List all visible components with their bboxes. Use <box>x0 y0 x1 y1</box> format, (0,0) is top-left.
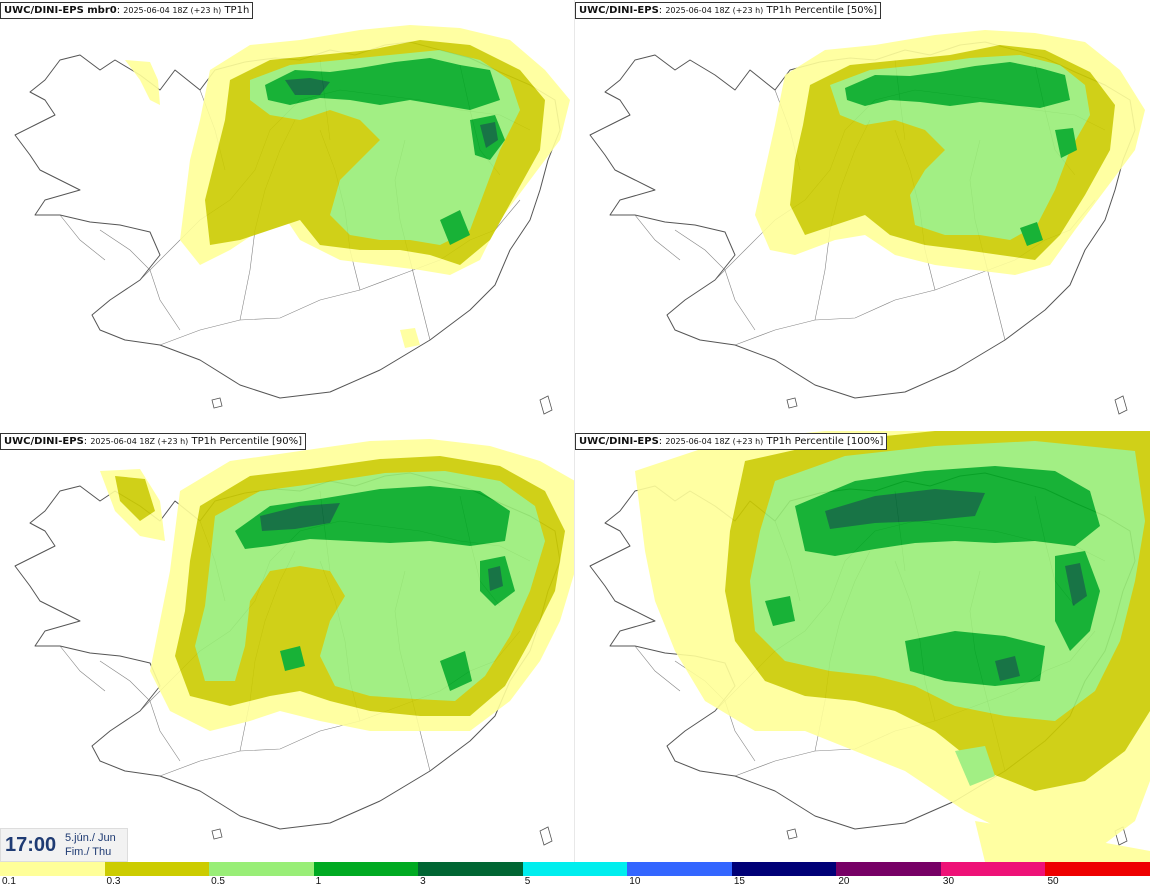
legend-tick-label: 15 <box>733 876 745 887</box>
panel-title: UWC/DINI-EPS mbr0: 2025-06-04 18Z (+23 h… <box>0 2 254 19</box>
legend-swatch <box>731 862 838 876</box>
model-name: UWC/DINI-EPS <box>4 436 84 447</box>
legend-swatch <box>1045 862 1150 876</box>
panel-title: UWC/DINI-EPS: 2025-06-04 18Z (+23 h) TP1… <box>0 433 307 450</box>
model-name: UWC/DINI-EPS <box>579 436 659 447</box>
legend-swatch <box>522 862 629 876</box>
legend-swatch <box>313 862 420 876</box>
panel-title: UWC/DINI-EPS: 2025-06-04 18Z (+23 h) TP1… <box>575 433 888 450</box>
color-legend: 0.1 0.3 0.5 1 3 5 10 15 20 30 50 <box>0 862 1150 891</box>
valid-time-box: 17:00 5.jún./ Jun Fim./ Thu <box>0 828 128 862</box>
legend-tick-label: 10 <box>629 876 641 887</box>
run-time: 2025-06-04 18Z (+23 h) <box>123 6 222 15</box>
field-name: TP1h Percentile [90%] <box>191 436 303 447</box>
legend-swatch <box>209 862 315 876</box>
legend-swatch <box>627 862 733 876</box>
legend-tick-label: 0.5 <box>211 876 225 887</box>
precip-map <box>14 25 570 415</box>
map-panel-p100: UWC/DINI-EPS: 2025-06-04 18Z (+23 h) TP1… <box>575 431 1150 862</box>
panel-divider <box>574 0 575 862</box>
legend-tick-label: 50 <box>1047 876 1059 887</box>
precip-map <box>589 431 1150 862</box>
model-name: UWC/DINI-EPS <box>579 5 659 16</box>
legend-swatch <box>836 862 942 876</box>
legend-swatch <box>940 862 1047 876</box>
run-time: 2025-06-04 18Z (+23 h) <box>665 6 764 15</box>
field-name: TP1h <box>224 5 250 16</box>
precip-map <box>14 439 575 846</box>
run-time: 2025-06-04 18Z (+23 h) <box>90 437 189 446</box>
panel-title: UWC/DINI-EPS: 2025-06-04 18Z (+23 h) TP1… <box>575 2 882 19</box>
valid-date-line2: Fim./ Thu <box>65 846 112 858</box>
precip-map <box>589 30 1145 415</box>
legend-tick-label: 5 <box>524 876 531 887</box>
legend-tick-label: 1 <box>315 876 322 887</box>
legend-swatch <box>104 862 211 876</box>
valid-time: 17:00 <box>5 834 57 856</box>
legend-swatch <box>418 862 524 876</box>
field-name: TP1h Percentile [100%] <box>766 436 884 447</box>
legend-tick-label: 3 <box>420 876 426 887</box>
run-time: 2025-06-04 18Z (+23 h) <box>665 437 764 446</box>
legend-tick-label: 0.1 <box>2 876 16 887</box>
map-panel-mbr0: UWC/DINI-EPS mbr0: 2025-06-04 18Z (+23 h… <box>0 0 575 431</box>
legend-tick-label: 0.3 <box>106 876 121 887</box>
map-panel-p90: UWC/DINI-EPS: 2025-06-04 18Z (+23 h) TP1… <box>0 431 575 862</box>
map-panel-p50: UWC/DINI-EPS: 2025-06-04 18Z (+23 h) TP1… <box>575 0 1150 431</box>
legend-swatch <box>0 862 106 876</box>
legend-tick-label: 20 <box>838 876 850 887</box>
valid-date-line1: 5.jún./ Jun <box>65 832 116 844</box>
legend-tick-label: 30 <box>942 876 955 887</box>
valid-date: 5.jún./ Jun Fim./ Thu <box>65 831 116 859</box>
model-name: UWC/DINI-EPS mbr0 <box>4 5 117 16</box>
field-name: TP1h Percentile [50%] <box>766 5 878 16</box>
